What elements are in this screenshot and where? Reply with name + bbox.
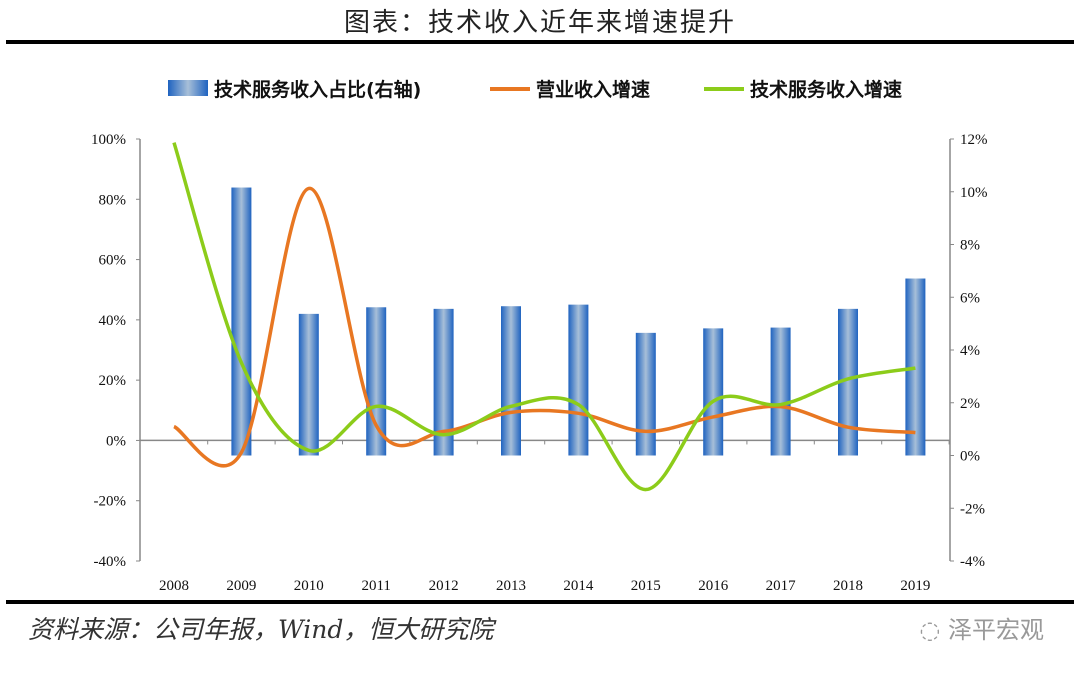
x-tick-label: 2018 <box>833 578 863 594</box>
bar-2010 <box>298 313 319 456</box>
bottom-rule <box>6 600 1074 604</box>
bar-2019 <box>905 278 926 456</box>
bar-2012 <box>433 308 454 456</box>
right-tick-label: 2% <box>960 396 980 412</box>
bar-2013 <box>501 306 521 456</box>
right-tick-label: 10% <box>960 185 988 201</box>
legend: 技术服务收入占比(右轴) 营业收入增速 技术服务收入增速 <box>168 78 902 101</box>
right-tick-label: -2% <box>960 501 985 517</box>
x-tick-label: 2013 <box>496 578 526 594</box>
left-tick-label: -40% <box>94 554 127 570</box>
top-rule <box>6 40 1074 44</box>
wechat-icon: ◌ <box>919 616 948 644</box>
legend-swatch-bar <box>168 80 208 96</box>
source-note: 资料来源：公司年报，Wind，恒大研究院 <box>28 615 494 644</box>
axes: 100% 80% 60% 40% 20% 0% -20% -40% 12% 10% 8% 6% 4% 2%… <box>91 132 988 594</box>
left-tick-label: 80% <box>99 192 127 208</box>
watermark: ◌ 泽平宏观 <box>919 610 1044 645</box>
line-series-2 <box>172 142 916 492</box>
bar-2009 <box>231 187 252 456</box>
legend-label: 技术服务收入增速 <box>750 78 902 101</box>
x-tick-label: 2010 <box>294 578 324 594</box>
x-tick-label: 2008 <box>159 578 189 594</box>
bar-2016 <box>703 328 724 456</box>
left-tick-label: -20% <box>94 494 127 510</box>
right-tick-label: 6% <box>960 290 980 306</box>
watermark-text: 泽平宏观 <box>948 616 1044 644</box>
chart-title: 图表：技术收入近年来增速提升 <box>343 8 736 38</box>
x-tick-label: 2012 <box>429 578 459 594</box>
x-tick-label: 2014 <box>563 578 594 594</box>
bar-2015 <box>635 332 656 456</box>
bar-2017 <box>770 327 791 456</box>
line-series-1 <box>173 186 916 468</box>
right-tick-label: 4% <box>960 343 980 359</box>
x-tick-label: 2015 <box>631 578 661 594</box>
left-tick-label: 40% <box>99 313 127 329</box>
x-tick-label: 2019 <box>900 578 930 594</box>
legend-label: 营业收入增速 <box>536 78 650 101</box>
bars <box>231 187 926 456</box>
right-tick-label: 12% <box>960 132 988 148</box>
legend-label: 技术服务收入占比(右轴) <box>214 78 421 101</box>
right-tick-label: -4% <box>960 554 985 570</box>
left-tick-label: 0% <box>106 433 126 449</box>
lines <box>172 142 916 492</box>
left-tick-label: 60% <box>99 253 127 269</box>
x-tick-label: 2017 <box>766 578 797 594</box>
right-tick-label: 8% <box>960 238 980 254</box>
x-tick-label: 2011 <box>361 578 390 594</box>
x-tick-label: 2016 <box>698 578 729 594</box>
bar-2018 <box>838 308 858 456</box>
left-tick-label: 100% <box>91 132 126 148</box>
bar-2014 <box>568 304 589 456</box>
left-tick-label: 20% <box>99 373 127 389</box>
right-tick-label: 0% <box>960 449 980 465</box>
x-tick-label: 2009 <box>226 578 256 594</box>
